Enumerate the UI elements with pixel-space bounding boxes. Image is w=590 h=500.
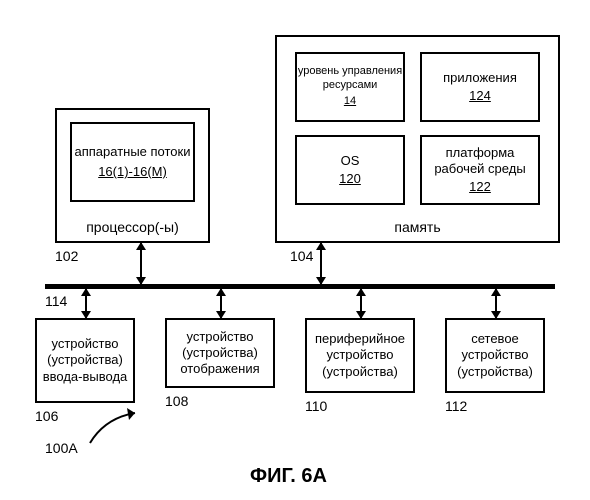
periph-device-label: периферийное устройство (устройства): [307, 331, 413, 380]
figure-label: ФИГ. 6A: [250, 465, 327, 488]
bus-ref: 114: [45, 293, 67, 309]
arrow-mem-bus: [320, 243, 322, 284]
memory-platform-box: платформа рабочей среды 122: [420, 135, 540, 205]
arrow-periph-bus: [360, 289, 362, 318]
memory-rmgr-label: уровень управления ресурсами: [297, 65, 403, 93]
display-device-ref: 108: [165, 393, 188, 409]
net-device-ref: 112: [445, 398, 467, 414]
arrow-proc-bus: [140, 243, 142, 284]
memory-os-ref: 120: [339, 171, 361, 187]
memory-apps-label: приложения: [443, 70, 517, 86]
processor-inner-ref: 16(1)-16(M): [98, 164, 167, 180]
periph-device-ref: 110: [305, 398, 327, 414]
periph-device-box: периферийное устройство (устройства): [305, 318, 415, 393]
memory-platform-ref: 122: [469, 179, 491, 195]
net-device-box: сетевое устройство (устройства): [445, 318, 545, 393]
memory-ref: 104: [290, 248, 313, 264]
io-device-label: устройство (устройства) ввода-вывода: [37, 336, 133, 385]
diagram-canvas: процессор(-ы) аппаратные потоки 16(1)-16…: [0, 0, 590, 500]
display-device-box: устройство (устройства) отображения: [165, 318, 275, 388]
processor-label: процессор(-ы): [57, 219, 208, 235]
memory-apps-box: приложения 124: [420, 52, 540, 122]
io-device-box: устройство (устройства) ввода-вывода: [35, 318, 135, 403]
arrow-io-bus: [85, 289, 87, 318]
memory-os-label: OS: [341, 153, 360, 169]
memory-label: память: [277, 219, 558, 235]
memory-platform-label: платформа рабочей среды: [422, 145, 538, 178]
net-device-label: сетевое устройство (устройства): [447, 331, 543, 380]
io-device-ref: 106: [35, 408, 58, 424]
system-ref-arrow: [85, 408, 145, 448]
memory-rmgr-box: уровень управления ресурсами 14: [295, 52, 405, 122]
memory-apps-ref: 124: [469, 88, 491, 104]
arrow-net-bus: [495, 289, 497, 318]
processor-inner-label: аппаратные потоки: [74, 144, 190, 160]
processor-inner-box: аппаратные потоки 16(1)-16(M): [70, 122, 195, 202]
arrow-disp-bus: [220, 289, 222, 318]
processor-ref: 102: [55, 248, 78, 264]
memory-os-box: OS 120: [295, 135, 405, 205]
system-ref: 100A: [45, 440, 78, 456]
memory-rmgr-ref: 14: [344, 95, 356, 109]
system-bus: [45, 284, 555, 289]
display-device-label: устройство (устройства) отображения: [167, 329, 273, 378]
